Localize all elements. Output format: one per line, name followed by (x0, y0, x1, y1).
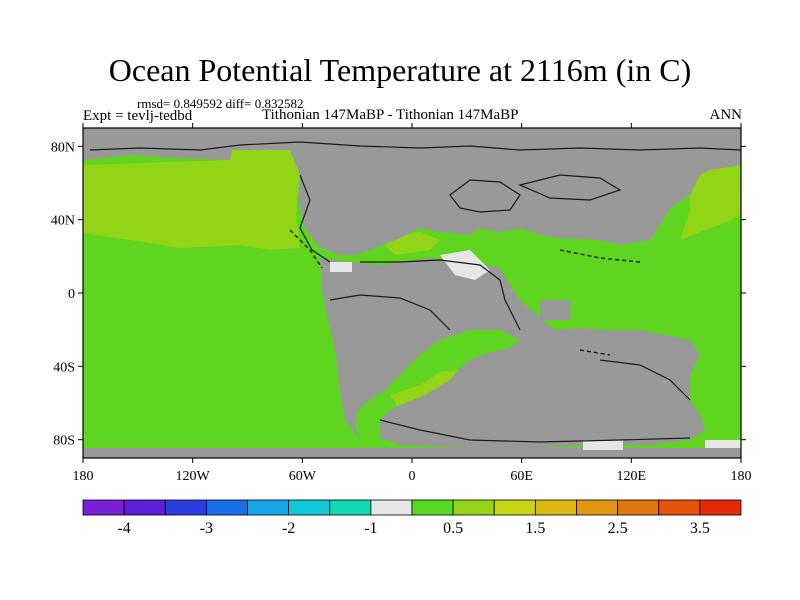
colorbar-label: 3.5 (690, 520, 710, 537)
lon-tick-label: 0 (409, 469, 416, 484)
colorbar-swatch (247, 499, 290, 516)
experiment-label: Expt = tevlj-tedbd (83, 108, 193, 124)
colorbar-swatch (82, 499, 125, 516)
lat-tick-label: 80S (53, 434, 75, 449)
season-label: ANN (709, 107, 743, 123)
stats-label: rmsd= 0.849592 diff= 0.832582 (137, 96, 304, 111)
neutral-patch-americas (330, 262, 352, 272)
land-gondwana (320, 258, 705, 448)
colorbar-label: -4 (117, 520, 130, 537)
lon-tick-label: 60W (289, 469, 317, 484)
neutral-patch-tethys (440, 250, 490, 280)
colorbar-swatch (617, 499, 660, 516)
warm-patch-south-atlantic (390, 370, 460, 410)
colorbar-swatch (452, 499, 495, 516)
paleo-shelf-dashes (289, 229, 641, 356)
lat-tick-label: 40N (51, 214, 75, 229)
land-northern (83, 128, 741, 255)
land-south-polar (83, 448, 741, 458)
colorbar-swatch (370, 499, 413, 516)
warm-patch-arctic-1 (232, 150, 292, 162)
colorbar-labels: -4 -3 -2 -1 0.5 1.5 2.5 3.5 (117, 520, 709, 537)
colorbar-swatch (576, 499, 619, 516)
axis-ticks (78, 123, 746, 463)
colorbar-swatch (164, 499, 207, 516)
colorbar-swatch (411, 499, 454, 516)
lon-tick-label: 120W (176, 469, 211, 484)
coastlines (89, 141, 742, 443)
colorbar-label: -3 (200, 520, 213, 537)
land-islands (540, 300, 570, 320)
colorbar-label: -2 (282, 520, 295, 537)
colorbar-swatch (205, 499, 248, 516)
colorbar-swatch (288, 499, 331, 516)
colorbar-label: 2.5 (608, 520, 628, 537)
lon-tick-label: 180 (73, 469, 94, 484)
colorbar-swatch (658, 499, 701, 516)
period-label: Tithonian 147MaBP - Tithonian 147MaBP (262, 107, 519, 123)
colorbar-swatch (329, 499, 372, 516)
plot-title: Ocean Potential Temperature at 2116m (in… (108, 52, 692, 88)
neutral-patch-antarctic-2 (705, 440, 741, 448)
lon-tick-label: 180 (731, 469, 752, 484)
colorbar (82, 499, 742, 516)
neutral-patch-antarctic-1 (583, 440, 623, 450)
colorbar-swatch (493, 499, 536, 516)
lon-tick-label: 60E (510, 469, 533, 484)
colorbar-label: 1.5 (525, 520, 545, 537)
colorbar-swatch (534, 499, 577, 516)
colorbar-label: 0.5 (443, 520, 463, 537)
lat-tick-label: 40S (53, 360, 75, 375)
colorbar-swatch (123, 499, 166, 516)
lat-tick-label: 0 (68, 287, 75, 302)
lon-tick-label: 120E (617, 469, 647, 484)
colorbar-label: -1 (364, 520, 377, 537)
warm-region-north-pacific (83, 150, 300, 250)
axis-tick-labels: 80N 40N 0 40S 80S 180 120W 60W 0 60E 120E 180 (51, 140, 752, 484)
lat-tick-label: 80N (51, 140, 75, 155)
colorbar-swatch (699, 499, 742, 516)
